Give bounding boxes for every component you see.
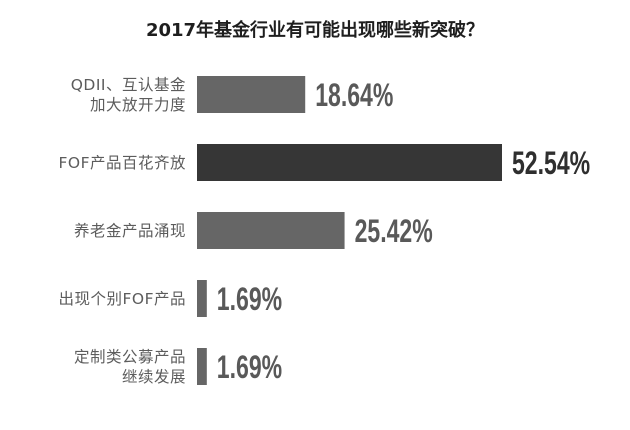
bar — [197, 144, 502, 181]
data-label: 18.64% — [315, 77, 393, 113]
bar — [197, 348, 207, 385]
chart-title: 2017年基金行业有可能出现哪些新突破？ — [146, 19, 484, 41]
data-label: 1.69% — [217, 281, 282, 317]
category-label: 继续发展 — [122, 368, 186, 386]
data-label: 52.54% — [512, 145, 590, 181]
data-label: 25.42% — [355, 213, 433, 249]
category-label: 养老金产品涌现 — [74, 222, 186, 240]
data-label: 1.69% — [217, 349, 282, 385]
bar — [197, 76, 306, 113]
bar-row: 养老金产品涌现 25.42% — [74, 212, 433, 249]
category-label: 加大放开力度 — [90, 96, 186, 114]
bar — [197, 212, 345, 249]
bar-row: FOF产品百花齐放 52.54% — [58, 144, 590, 181]
bar-row: 出现个别FOF产品 1.69% — [58, 280, 282, 317]
category-label: QDII、互认基金 — [71, 76, 186, 94]
bar — [197, 280, 207, 317]
category-label: 出现个别FOF产品 — [58, 290, 186, 308]
category-label: 定制类公募产品 — [74, 348, 186, 366]
category-label: FOF产品百花齐放 — [58, 154, 186, 172]
